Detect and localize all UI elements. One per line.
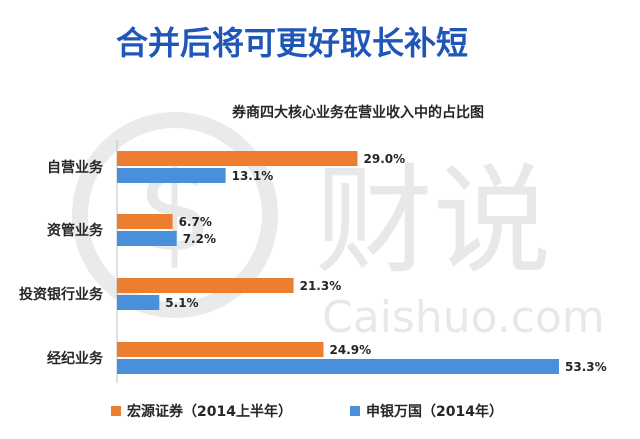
legend-swatch-shenyin [350, 406, 360, 416]
chart-title: 券商四大核心业务在营业收入中的占比图 [232, 104, 484, 121]
bar-hongyuan [117, 151, 358, 166]
watermark-cn-text: 财说 [315, 152, 551, 290]
data-label-shenyin: 5.1% [165, 296, 198, 310]
legend-label-hongyuan: 宏源证券（2014上半年） [127, 403, 292, 420]
bar-shenyin [117, 359, 559, 374]
bar-hongyuan [117, 214, 173, 229]
category-label: 经纪业务 [47, 350, 104, 367]
legend-label-shenyin: 申银万国（2014年） [366, 403, 503, 420]
data-label-hongyuan: 29.0% [364, 152, 406, 166]
bar-hongyuan [117, 342, 324, 357]
legend-swatch-hongyuan [111, 406, 121, 416]
data-label-shenyin: 7.2% [183, 232, 216, 246]
watermark-en-text: Caishuo.com [322, 292, 605, 343]
data-label-hongyuan: 21.3% [300, 279, 342, 293]
category-label: 资管业务 [47, 222, 104, 239]
watermark-logo: $ 财说 Caishuo.com [72, 112, 605, 343]
headline: 合并后将可更好取长补短 [116, 24, 468, 62]
data-label-shenyin: 53.3% [565, 360, 607, 374]
bars-layer: 自营业务 29.0% 13.1% 资管业务 6.7% 7.2% 投资银行业务 21.3% 5.1… [19, 151, 607, 374]
data-label-shenyin: 13.1% [232, 169, 274, 183]
data-label-hongyuan: 24.9% [330, 343, 372, 357]
bar-shenyin [117, 295, 160, 310]
watermark-ring-icon [72, 112, 278, 318]
bar-hongyuan [117, 278, 294, 293]
bar-shenyin [117, 168, 226, 183]
bar-shenyin [117, 231, 177, 246]
legend: 宏源证券（2014上半年） 申银万国（2014年） [111, 403, 503, 420]
data-label-hongyuan: 6.7% [179, 215, 212, 229]
category-label: 投资银行业务 [19, 286, 104, 303]
category-label: 自营业务 [47, 159, 104, 176]
